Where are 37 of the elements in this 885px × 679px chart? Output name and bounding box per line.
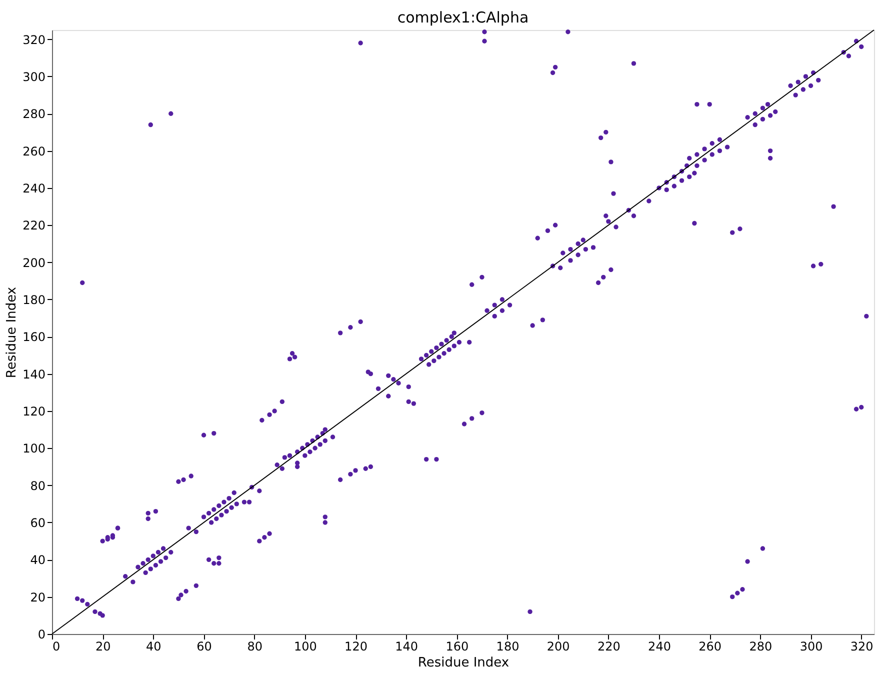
y-tick-label: 180: [22, 292, 46, 307]
x-tick-label: 280: [749, 640, 772, 654]
x-tick-label: 240: [648, 640, 671, 654]
y-tick-label: 20: [30, 590, 46, 604]
x-tick-label: 60: [196, 640, 212, 654]
x-axis-title: Residue Index: [418, 656, 510, 670]
y-tick-label: 140: [22, 367, 46, 382]
x-tick-label: 0: [52, 640, 60, 654]
chart-title: complex1:CAlpha: [397, 8, 529, 26]
x-tick-label: 20: [95, 640, 111, 654]
x-tick-label: 320: [850, 640, 874, 654]
y-tick-label: 320: [22, 32, 46, 47]
x-tick-label: 160: [446, 640, 469, 654]
y-tick-label: 120: [22, 404, 46, 418]
y-tick-label: 80: [30, 478, 46, 493]
y-tick-label: 100: [22, 442, 46, 456]
y-axis-title: Residue Index: [4, 286, 20, 378]
x-tick-label: 180: [496, 640, 520, 654]
y-tick-label: 40: [30, 553, 46, 568]
y-tick-label: 60: [30, 516, 46, 530]
y-tick-label: 160: [22, 330, 46, 344]
y-tick-label: 220: [22, 218, 46, 233]
y-tick-label: 280: [22, 107, 46, 122]
y-tick-label: 200: [22, 256, 46, 270]
y-tick-label: 0: [38, 628, 46, 642]
x-tick-label: 120: [344, 640, 368, 654]
y-tick-label: 300: [22, 70, 46, 84]
x-tick-label: 260: [698, 640, 722, 654]
x-tick-label: 80: [247, 640, 262, 654]
x-tick-label: 300: [800, 640, 823, 654]
x-tick-label: 220: [597, 640, 620, 654]
y-tick-label: 260: [22, 144, 46, 158]
x-tick-label: 140: [395, 640, 418, 654]
x-tick-label: 40: [146, 640, 162, 654]
x-tick-label: 200: [546, 640, 570, 654]
y-tick-label: 240: [22, 181, 46, 196]
x-tick-label: 100: [294, 640, 317, 654]
